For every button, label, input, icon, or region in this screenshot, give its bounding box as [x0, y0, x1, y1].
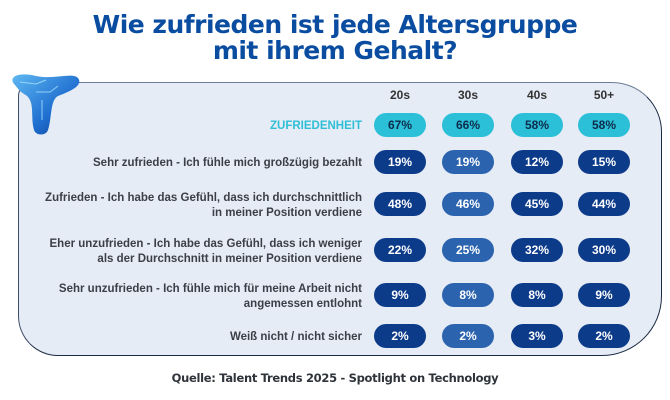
column-header: 30s: [457, 88, 479, 102]
column-header: 50+: [593, 88, 615, 102]
row-label: Eher unzufrieden - Ich habe das Gefühl, …: [49, 238, 362, 265]
value-pill: 19%: [374, 150, 426, 174]
column-header: 40s: [526, 88, 548, 102]
value-pill: 67%: [374, 113, 426, 137]
value-pill: 9%: [374, 283, 426, 307]
row-label: Weiß nicht / nicht sicher: [229, 331, 362, 343]
value-pill: 19%: [442, 150, 494, 174]
value-pill: 25%: [442, 238, 494, 262]
value-pill: 22%: [374, 238, 426, 262]
value-pill: 12%: [511, 150, 563, 174]
circuit-logo-icon: [12, 74, 80, 135]
chart-title: Wie zufrieden ist jede Altersgruppe mit …: [0, 12, 670, 64]
value-pill: 44%: [578, 192, 630, 216]
row-label: Sehr zufrieden - Ich fühle mich großzügi…: [93, 157, 362, 169]
value-pill: 8%: [442, 283, 494, 307]
value-pill: 48%: [374, 192, 426, 216]
title-line-1: Wie zufrieden ist jede Altersgruppe: [92, 10, 578, 39]
title-line-2: mit ihrem Gehalt?: [212, 36, 458, 65]
value-pill: 3%: [511, 324, 563, 348]
value-pill: 58%: [511, 113, 563, 137]
value-pill: 46%: [442, 192, 494, 216]
value-pill: 58%: [578, 113, 630, 137]
value-pill: 8%: [511, 283, 563, 307]
value-pill: 66%: [442, 113, 494, 137]
row-label: Zufrieden - Ich habe das Gefühl, dass ic…: [45, 192, 362, 219]
value-pill: 15%: [578, 150, 630, 174]
value-pill: 2%: [578, 324, 630, 348]
value-pill: 30%: [578, 238, 630, 262]
value-pill: 2%: [374, 324, 426, 348]
value-pill: 45%: [511, 192, 563, 216]
value-pill: 32%: [511, 238, 563, 262]
value-pill: 9%: [578, 283, 630, 307]
column-header: 20s: [389, 88, 411, 102]
row-label: ZUFRIEDENHEIT: [270, 120, 362, 132]
source-note: Quelle: Talent Trends 2025 - Spotlight o…: [171, 371, 499, 385]
row-label: Sehr unzufrieden - Ich fühle mich für me…: [58, 283, 362, 310]
value-pill: 2%: [442, 324, 494, 348]
